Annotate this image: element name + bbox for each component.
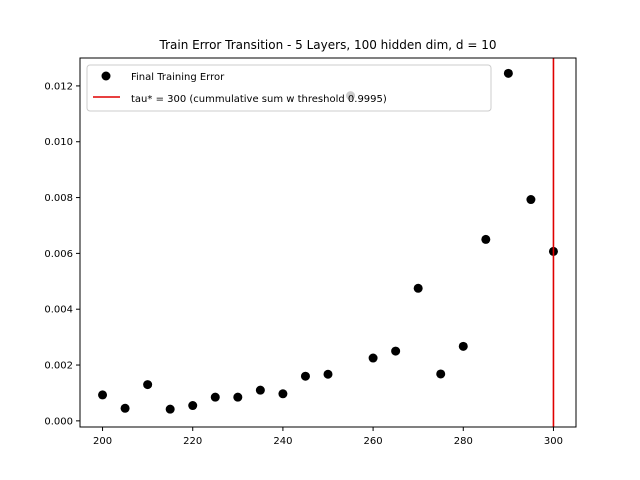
legend: Final Training Error tau* = 300 (cummulat… bbox=[86, 64, 492, 112]
legend-box bbox=[86, 64, 492, 112]
legend-label-threshold: tau* = 300 (cummulative sum w threshold … bbox=[131, 94, 387, 105]
data-point bbox=[188, 401, 198, 411]
data-point bbox=[120, 403, 130, 413]
x-tick-label: 260 bbox=[364, 436, 383, 447]
x-tick-label: 280 bbox=[454, 436, 473, 447]
legend-label-training-error: Final Training Error bbox=[131, 72, 225, 83]
data-point bbox=[233, 392, 243, 402]
data-point bbox=[458, 341, 468, 351]
x-tick-label: 240 bbox=[273, 436, 292, 447]
data-point bbox=[368, 353, 378, 363]
data-point bbox=[323, 369, 333, 379]
data-point bbox=[526, 195, 536, 205]
y-tick-label: 0.008 bbox=[44, 193, 73, 204]
y-tick-label: 0.006 bbox=[44, 249, 73, 260]
axes: 200 220 240 260 280 300 0.000 0.002 0.004 0.006 0.… bbox=[44, 57, 577, 447]
data-point bbox=[391, 346, 401, 356]
y-tick-label: 0.010 bbox=[44, 137, 73, 148]
y-tick-label: 0.012 bbox=[44, 81, 73, 92]
data-point bbox=[300, 371, 310, 381]
data-point bbox=[436, 369, 446, 379]
data-point bbox=[278, 389, 288, 399]
y-tick-label: 0.002 bbox=[44, 361, 73, 372]
chart-title: Train Error Transition - 5 Layers, 100 h… bbox=[159, 38, 497, 52]
legend-marker-point bbox=[101, 71, 111, 81]
x-tick-label: 220 bbox=[183, 436, 202, 447]
y-tick-label: 0.004 bbox=[44, 305, 73, 316]
data-point bbox=[210, 392, 220, 402]
data-point bbox=[165, 404, 175, 414]
x-tick-label: 300 bbox=[544, 436, 563, 447]
data-point bbox=[481, 234, 491, 244]
data-point bbox=[255, 385, 265, 395]
data-point bbox=[143, 380, 153, 390]
data-point bbox=[503, 68, 513, 78]
data-point bbox=[98, 390, 108, 400]
x-tick-label: 200 bbox=[93, 436, 112, 447]
data-point bbox=[413, 283, 423, 293]
y-tick-label: 0.000 bbox=[44, 416, 73, 427]
axes-frame bbox=[79, 57, 577, 428]
